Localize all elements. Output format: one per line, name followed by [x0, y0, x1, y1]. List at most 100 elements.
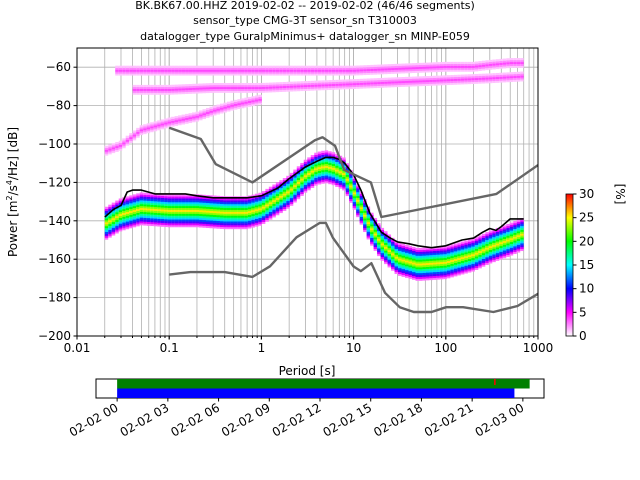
heatmap-cell [240, 73, 245, 76]
heatmap-cell [195, 221, 200, 224]
heatmap-cell [331, 182, 336, 186]
heatmap-cell [206, 83, 210, 86]
heatmap-cell [391, 77, 395, 80]
heatmap-cell [387, 265, 392, 268]
heatmap-cell [279, 193, 283, 196]
heatmap-cell [335, 73, 339, 76]
heatmap-cell [446, 249, 451, 252]
heatmap-cell [408, 70, 412, 74]
heatmap-cell [219, 201, 224, 205]
heatmap-cell [398, 271, 402, 274]
heatmap-cell [425, 251, 430, 254]
heatmap-cell [293, 181, 297, 184]
heatmap-cell [439, 267, 444, 270]
heatmap-cell [104, 237, 109, 240]
heatmap-cell [513, 71, 517, 75]
heatmap-cell [474, 265, 479, 269]
heatmap-cell [223, 67, 227, 70]
heatmap-cell [439, 79, 444, 82]
heatmap-cell [492, 75, 496, 78]
heatmap-cell [289, 190, 294, 193]
heatmap-cell [143, 90, 147, 93]
heatmap-cell [300, 88, 304, 92]
heatmap-cell [171, 215, 175, 218]
heatmap-cell [359, 220, 364, 223]
heatmap-cell [488, 234, 493, 237]
heatmap-cell [115, 217, 119, 221]
heatmap-cell [450, 265, 454, 268]
heatmap-cell [167, 121, 172, 124]
heatmap-cell [146, 129, 151, 132]
heatmap-cell [415, 249, 419, 252]
heatmap-cell [509, 75, 514, 79]
heatmap-cell [258, 206, 262, 209]
heatmap-cell [115, 219, 119, 222]
heatmap-cell [136, 67, 140, 70]
heatmap-cell [432, 266, 437, 269]
heatmap-cell [366, 233, 371, 236]
heatmap-cell [509, 224, 514, 227]
heatmap-cell [509, 230, 514, 233]
heatmap-cell [118, 229, 123, 232]
heatmap-cell [488, 249, 493, 252]
heatmap-cell [317, 88, 322, 91]
heatmap-cell [178, 92, 182, 95]
heatmap-cell [230, 90, 234, 93]
heatmap-cell [401, 251, 406, 254]
heatmap-cell [492, 258, 496, 261]
heatmap-cell [492, 252, 496, 255]
heatmap-cell [429, 254, 433, 258]
heatmap-cell [192, 209, 196, 212]
heatmap-cell [506, 233, 510, 236]
heatmap-cell [314, 82, 318, 85]
heatmap-cell [237, 209, 241, 212]
heatmap-cell [408, 272, 412, 275]
heatmap-cell [195, 217, 200, 220]
heatmap-cell [436, 262, 440, 265]
heatmap-cell [467, 61, 472, 65]
heatmap-cell [212, 224, 217, 227]
heatmap-cell [488, 61, 493, 64]
heatmap-cell [167, 213, 172, 216]
heatmap-cell [457, 269, 461, 272]
heatmap-cell [314, 86, 318, 89]
heatmap-cell [373, 78, 378, 81]
heatmap-cell [481, 60, 486, 63]
heatmap-cell [467, 268, 472, 271]
heatmap-cell [338, 67, 343, 70]
heatmap-cell [439, 81, 444, 84]
heatmap-cell [237, 217, 241, 220]
heatmap-cell [275, 65, 280, 68]
heatmap-cell [185, 211, 189, 214]
heatmap-cell [394, 256, 399, 259]
heatmap-cell [293, 175, 297, 178]
heatmap-cell [502, 72, 507, 75]
heatmap-cell [125, 139, 130, 142]
heatmap-cell [485, 77, 489, 80]
heatmap-cell [125, 217, 130, 220]
heatmap-cell [439, 257, 444, 261]
heatmap-cell [380, 239, 385, 242]
heatmap-cell [146, 198, 151, 201]
heatmap-cell [212, 210, 217, 214]
heatmap-cell [398, 79, 402, 82]
heatmap-cell [286, 69, 290, 72]
heatmap-cell [425, 262, 430, 265]
heatmap-cell [136, 92, 140, 95]
heatmap-cell [139, 211, 144, 214]
heatmap-cell [143, 213, 147, 216]
heatmap-cell [321, 69, 325, 72]
heatmap-cell [206, 200, 210, 204]
heatmap-cell [450, 269, 454, 272]
heatmap-cell [272, 215, 276, 218]
heatmap-cell [188, 71, 193, 74]
heatmap-cell [391, 258, 395, 262]
heatmap-cell [174, 223, 179, 226]
heatmap-cell [192, 207, 196, 210]
heatmap-cell [317, 163, 322, 166]
heatmap-cell [342, 159, 346, 162]
heatmap-cell [216, 104, 220, 107]
heatmap-cell [401, 263, 406, 266]
heatmap-cell [464, 76, 468, 79]
heatmap-cell [429, 266, 433, 269]
